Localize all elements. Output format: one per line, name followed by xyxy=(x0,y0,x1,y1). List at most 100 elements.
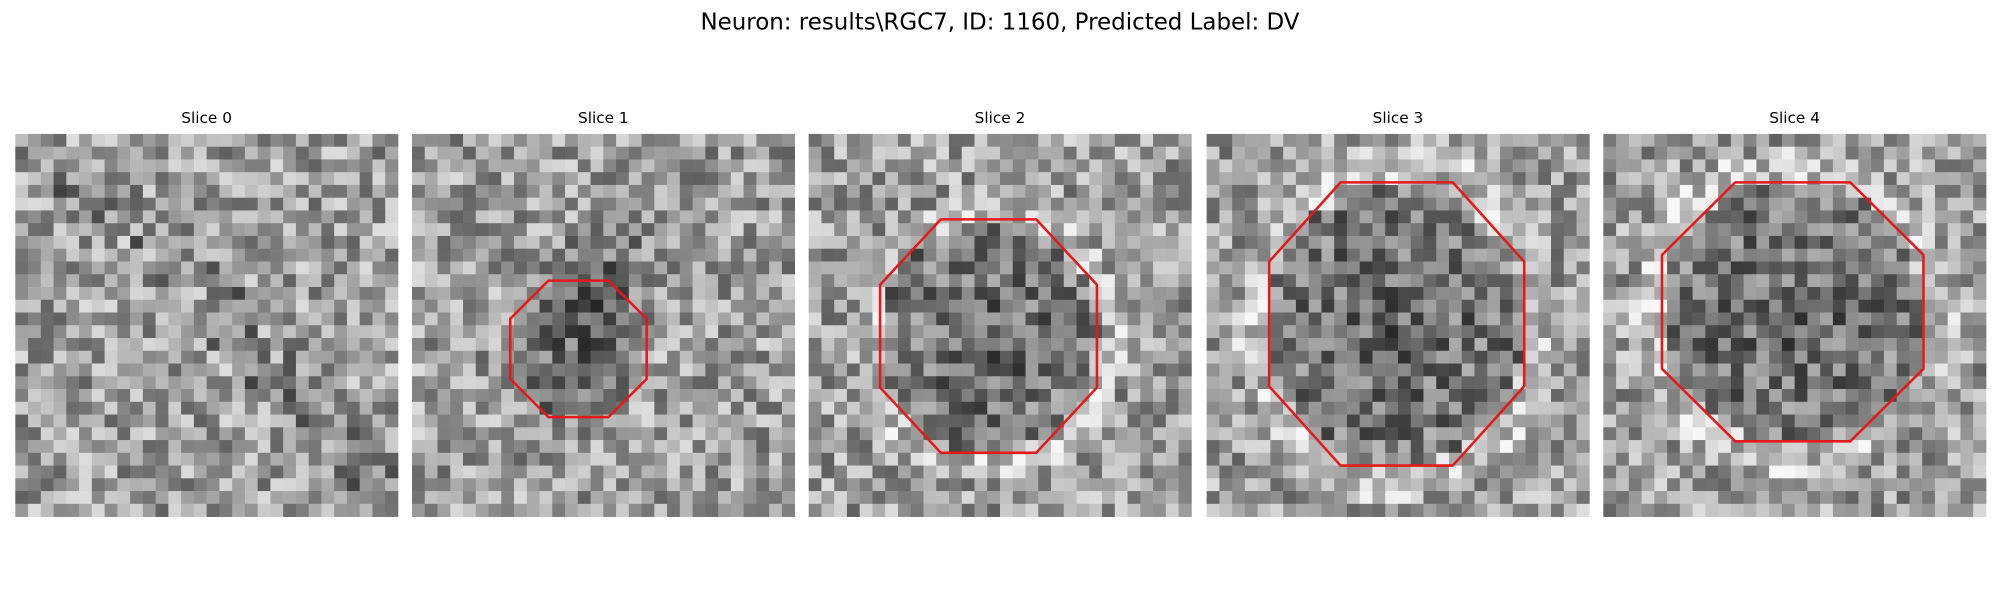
pixel xyxy=(244,440,259,454)
pixel xyxy=(142,286,156,301)
pixel xyxy=(1076,338,1090,352)
pixel xyxy=(1102,274,1116,288)
pixel xyxy=(1283,184,1297,199)
pixel xyxy=(743,503,757,517)
pixel xyxy=(142,235,156,250)
pixel xyxy=(526,338,540,352)
pixel xyxy=(743,325,757,339)
pixel xyxy=(1730,235,1745,250)
pixel xyxy=(1858,491,1872,505)
pixel xyxy=(308,478,322,492)
pixel xyxy=(1525,197,1539,211)
pixel xyxy=(1603,172,1617,186)
pixel xyxy=(1832,350,1847,364)
pixel xyxy=(1012,414,1026,428)
pixel xyxy=(552,159,566,173)
pixel xyxy=(1270,427,1284,441)
pixel xyxy=(1232,389,1246,403)
pixel xyxy=(1973,427,1987,441)
pixel xyxy=(1628,491,1642,505)
pixel xyxy=(232,210,246,224)
pixel xyxy=(526,503,540,517)
pixel xyxy=(1525,312,1539,326)
pixel xyxy=(1487,235,1501,250)
pixel xyxy=(961,452,975,466)
pixel xyxy=(1270,363,1284,377)
pixel xyxy=(1743,197,1757,211)
pixel xyxy=(219,146,233,160)
pixel xyxy=(1563,159,1577,173)
pixel xyxy=(219,376,233,390)
pixel xyxy=(1525,184,1539,199)
pixel xyxy=(1257,146,1271,160)
pixel xyxy=(1883,299,1898,313)
pixel xyxy=(40,350,54,364)
pixel xyxy=(1960,350,1974,364)
pixel xyxy=(1000,325,1014,339)
pixel xyxy=(219,197,233,211)
pixel xyxy=(1756,248,1770,262)
pixel xyxy=(948,299,963,313)
pixel xyxy=(1372,465,1386,479)
pixel xyxy=(321,210,335,224)
pixel xyxy=(308,286,322,301)
pixel xyxy=(1244,248,1259,262)
pixel xyxy=(1832,261,1847,275)
pixel xyxy=(1500,389,1514,403)
pixel xyxy=(1563,286,1577,301)
pixel xyxy=(948,146,963,160)
pixel xyxy=(219,440,233,454)
pixel xyxy=(705,159,719,173)
pixel xyxy=(859,452,873,466)
pixel xyxy=(270,286,284,301)
pixel xyxy=(193,503,208,517)
pixel xyxy=(168,223,182,237)
pixel xyxy=(781,210,796,224)
pixel xyxy=(1051,248,1065,262)
pixel xyxy=(974,478,988,492)
pixel xyxy=(1973,210,1987,224)
pixel xyxy=(872,440,886,454)
pixel xyxy=(1487,363,1501,377)
pixel xyxy=(168,491,182,505)
pixel xyxy=(936,235,950,250)
pixel xyxy=(40,146,54,160)
pixel xyxy=(808,133,822,148)
pixel xyxy=(1025,261,1039,275)
pixel xyxy=(1769,427,1783,441)
pixel xyxy=(1461,146,1475,160)
pixel xyxy=(334,478,348,492)
pixel xyxy=(514,248,528,262)
pixel xyxy=(1756,452,1770,466)
pixel xyxy=(948,350,963,364)
pixel xyxy=(1576,503,1590,517)
pixel xyxy=(219,414,233,428)
pixel xyxy=(117,478,131,492)
pixel xyxy=(1628,184,1642,199)
pixel xyxy=(756,376,770,390)
pixel xyxy=(244,133,259,148)
pixel xyxy=(1603,350,1617,364)
pixel xyxy=(1102,465,1116,479)
pixel xyxy=(936,299,950,313)
pixel xyxy=(1244,146,1259,160)
pixel xyxy=(1295,312,1310,326)
pixel xyxy=(961,478,975,492)
pixel xyxy=(1178,389,1192,403)
pixel xyxy=(1244,338,1259,352)
pixel xyxy=(385,414,399,428)
pixel xyxy=(961,133,975,148)
pixel xyxy=(1845,350,1859,364)
pixel xyxy=(1551,363,1565,377)
pixel xyxy=(603,261,617,275)
pixel xyxy=(1563,363,1577,377)
pixel xyxy=(1283,478,1297,492)
pixel xyxy=(66,376,80,390)
pixel xyxy=(1461,274,1475,288)
pixel xyxy=(28,248,42,262)
pixel xyxy=(168,274,182,288)
pixel xyxy=(1140,478,1154,492)
pixel xyxy=(1603,235,1617,250)
pixel xyxy=(15,286,29,301)
pixel xyxy=(1244,363,1259,377)
